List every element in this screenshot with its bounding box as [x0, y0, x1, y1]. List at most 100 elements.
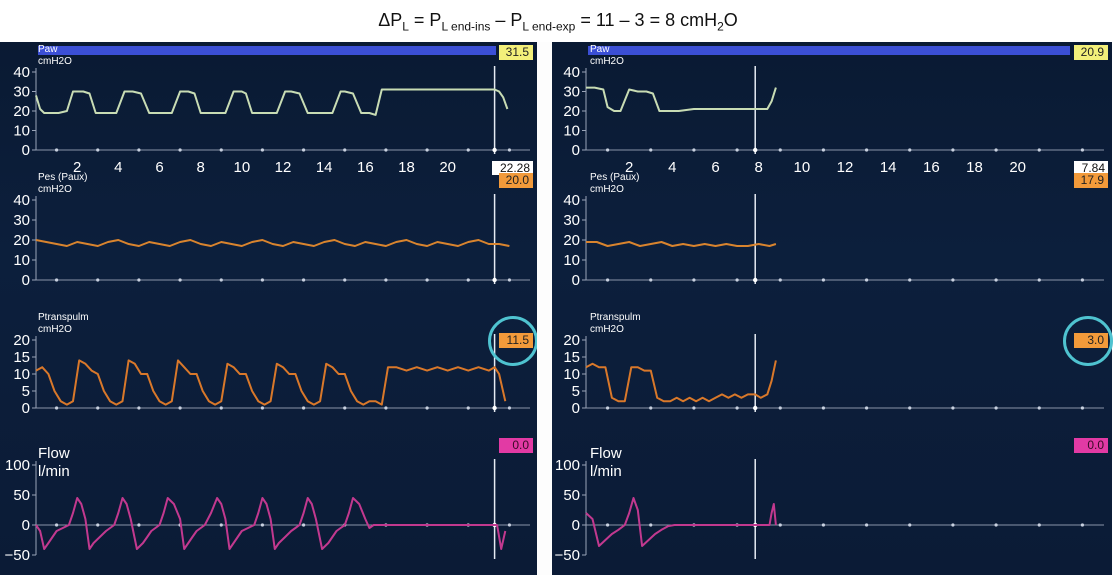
x-tick-label: 2	[625, 159, 633, 176]
panel-name-label: Flow	[590, 445, 622, 462]
baseline-dot	[692, 148, 696, 152]
y-tick-label: 20	[13, 332, 30, 349]
baseline-dot	[466, 406, 470, 410]
x-tick-label: 14	[880, 159, 897, 176]
baseline-dot	[1080, 148, 1085, 152]
baseline-dot	[1037, 523, 1041, 527]
baseline-dot	[301, 523, 306, 527]
baseline-dot	[137, 278, 141, 282]
baseline-dot	[96, 148, 100, 152]
baseline-dot	[951, 148, 955, 152]
y-tick-label: 5	[22, 383, 30, 400]
x-tick-label: 12	[837, 159, 854, 176]
y-tick-label: 10	[13, 123, 30, 140]
baseline-dot	[821, 523, 826, 527]
baseline-dot	[951, 406, 955, 410]
y-tick-label: 0	[22, 142, 30, 159]
ventilator-monitor-left: 40 30 20 10 0 2 4 6 8 10 12 14 16 18 20 22.28 40 30 20 10 0 2…	[0, 42, 538, 575]
cursor-dot	[492, 277, 497, 283]
baseline-dot	[301, 148, 306, 152]
baseline-dot	[425, 278, 429, 282]
y-tick-label: 0	[572, 400, 580, 417]
y-tick-label: 0	[572, 142, 580, 159]
baseline-dot	[605, 148, 610, 152]
baseline-dot	[507, 523, 512, 527]
panel-name-label: Paw	[38, 44, 58, 55]
panel-unit-label: cmH2O	[590, 56, 624, 67]
baseline-dot	[692, 278, 696, 282]
baseline-dot	[649, 148, 653, 152]
panel-unit-label: l/min	[38, 463, 70, 480]
baseline-dot	[994, 148, 998, 152]
baseline-dot	[96, 523, 100, 527]
baseline-dot	[994, 406, 998, 410]
panel-unit-label: cmH2O	[38, 56, 72, 67]
panel-name-label: Ptranspulm	[590, 312, 641, 323]
x-tick-label: 12	[275, 159, 292, 176]
highlight-circle	[1063, 316, 1113, 366]
baseline-dot	[178, 278, 182, 282]
baseline-dot	[384, 406, 388, 410]
x-tick-label: 20	[439, 159, 456, 176]
value-badge: 17.9	[1074, 173, 1108, 188]
baseline-dot	[178, 406, 182, 410]
x-tick-label: 4	[668, 159, 676, 176]
y-tick-label: 20	[563, 232, 580, 249]
cursor-value-box	[1074, 161, 1108, 175]
y-tick-label: 20	[13, 232, 30, 249]
trace-right-3	[585, 497, 777, 547]
y-tick-label: 40	[563, 192, 580, 209]
value-badge: 31.5	[499, 45, 533, 60]
y-tick-label: 30	[13, 84, 30, 101]
baseline-dot	[137, 148, 141, 152]
highlight-circle	[488, 316, 538, 366]
y-tick-label: 40	[563, 64, 580, 81]
baseline-dot	[821, 278, 826, 282]
x-tick-label: 20	[1009, 159, 1026, 176]
trace-left-0	[35, 88, 509, 116]
y-tick-label: 100	[5, 457, 30, 474]
y-tick-label: 0	[22, 400, 30, 417]
baseline-dot	[384, 278, 388, 282]
x-tick-label: 4	[114, 159, 122, 176]
baseline-dot	[778, 278, 782, 282]
y-tick-label: 30	[13, 212, 30, 229]
y-tick-label: 0	[22, 517, 30, 534]
paw-range-bar-right	[588, 46, 1070, 55]
y-tick-label: 20	[563, 103, 580, 120]
baseline-dot	[649, 523, 653, 527]
baseline-dot	[260, 148, 265, 152]
x-tick-label: 18	[398, 159, 415, 176]
baseline-dot	[219, 406, 223, 410]
baseline-dot	[260, 523, 265, 527]
baseline-dot	[994, 278, 998, 282]
baseline-dot	[507, 278, 512, 282]
x-tick-label: 16	[357, 159, 374, 176]
baseline-dot	[1037, 148, 1041, 152]
y-tick-label: 15	[563, 349, 580, 366]
baseline-dot	[908, 406, 912, 410]
panel-name-label: Pes (Paux)	[590, 172, 640, 183]
y-tick-label: 10	[563, 123, 580, 140]
panel-unit-label: cmH2O	[38, 324, 72, 335]
baseline-dot	[692, 406, 696, 410]
baseline-dot	[864, 278, 869, 282]
cursor-dot	[753, 277, 758, 283]
baseline-dot	[384, 148, 388, 152]
y-tick-label: 10	[13, 366, 30, 383]
x-tick-label: 8	[196, 159, 204, 176]
baseline-dot	[864, 523, 869, 527]
y-tick-label: 40	[13, 192, 30, 209]
baseline-dot	[260, 278, 265, 282]
y-tick-label: 20	[563, 332, 580, 349]
cursor-time-label: 7.84	[1082, 161, 1106, 175]
trace-right-0	[586, 86, 777, 112]
baseline-dot	[864, 406, 869, 410]
x-tick-label: 16	[923, 159, 940, 176]
baseline-dot	[994, 523, 998, 527]
baseline-dot	[649, 406, 653, 410]
baseline-dot	[951, 278, 955, 282]
baseline-dot	[466, 278, 470, 282]
ventilator-monitor-right: 40 30 20 10 0 2 4 6 8 10 12 14 16 18 20 7.84 40 30 20 10 0 20…	[552, 42, 1113, 575]
panel-unit-label: cmH2O	[38, 184, 72, 195]
